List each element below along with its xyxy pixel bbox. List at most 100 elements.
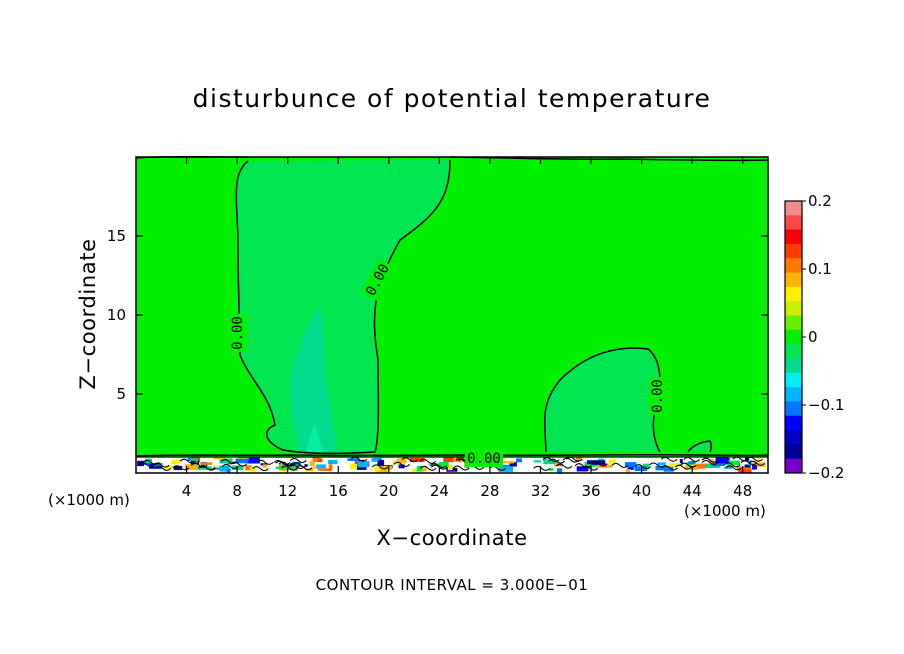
surface-contour [555,463,573,469]
surface-contour [278,461,296,467]
x-tick-label: 16 [329,482,348,500]
surface-blob [443,457,454,463]
colorbar-swatch [785,243,802,259]
surface-contour [401,457,419,463]
contour-label-box [649,377,667,415]
surface-blob [219,465,230,472]
surface-blob [304,464,308,467]
colorbar-swatch [785,387,802,402]
surface-blob [657,462,666,466]
surface-blob [357,461,369,468]
surface-contour [289,458,307,463]
surface-blob [516,458,522,463]
surface-blob [557,468,563,473]
surface-blob [374,466,380,472]
negative-region-core [290,307,338,452]
colorbar-tick-label: −0.2 [808,464,844,482]
colorbar-tick-label: 0.1 [808,260,832,278]
surface-contour [674,464,692,470]
surface-contour [152,462,170,468]
contour-label: 0.00 [230,316,246,350]
surface-blob [226,468,231,473]
surface-blob [154,463,163,468]
x-tick-label: 28 [480,482,499,500]
surface-blob [164,466,174,470]
x-tick-label: 8 [232,482,242,500]
contour-labels: 0.00 0.00 0.00 0.00 [229,258,667,467]
surface-blob [398,464,405,469]
surface-blob [317,468,330,471]
surface-blob [376,467,388,473]
colorbar-swatch [785,215,802,231]
contour-line-small [687,440,712,453]
surface-blob [356,464,367,470]
colorbar-swatch [785,372,802,388]
surface-blob [576,466,589,472]
surface-blob [625,462,637,468]
surface-blob [757,457,761,461]
x-unit-label-left: (×1000 m) [48,491,130,509]
surface-contour [660,456,678,462]
surface-blob [608,464,613,468]
surface-contour [220,459,238,465]
surface-blob [213,457,226,460]
surface-blob [285,465,296,470]
surface-blob [687,462,697,467]
surface-blob [328,459,338,465]
colorbar-swatch [785,358,802,374]
surface-contour [701,460,719,465]
surface-blob [543,459,556,465]
surface-blob [245,457,260,464]
surface-contour [281,465,298,471]
colorbar-swatch [785,258,802,274]
contour-interval-note: CONTOUR INTERVAL = 3.000E−01 [315,576,589,594]
surface-blob [553,460,559,467]
y-axis-label: Z−coordinate [76,238,100,390]
surface-blob [556,463,563,467]
contour-label-box [361,258,395,302]
surface-blob [503,461,514,464]
surface-blob [668,463,682,467]
negative-region-plume [306,425,324,452]
colorbar-swatch [785,415,802,431]
colorbar-swatch [785,272,802,288]
x-tick-label: 20 [379,482,398,500]
surface-blob [724,466,733,469]
surface-contour [252,466,269,472]
surface-contour [256,459,274,465]
x-unit-label-right: (×1000 m) [684,502,766,520]
surface-contour [138,462,156,468]
surface-contour [291,462,309,468]
surface-blob [200,462,213,465]
colorbar-tick-label: 0.2 [808,192,832,210]
surface-noise-layer [136,456,768,473]
surface-blob [316,464,326,469]
surface-contour [590,461,608,467]
x-tick-label: 32 [531,482,550,500]
surface-blob [738,468,752,473]
chart-title: disturbunce of potential temperature [192,84,712,113]
surface-blob [663,466,674,472]
surface-blob [295,464,301,467]
surface-blob [219,458,233,464]
colorbar-swatch [785,286,802,302]
surface-contour [371,464,389,470]
surface-blob [371,458,379,462]
surface-blob [608,459,616,465]
surface-blob [575,457,582,460]
surface-blob [260,463,268,466]
surface-blob [679,459,683,465]
x-tick-label: 44 [683,482,702,500]
surface-blob [715,457,729,464]
surface-contour [723,462,741,468]
surface-contour [562,457,580,463]
surface-contour [611,462,629,468]
negative-region-left [236,160,450,454]
contour-label-box [465,451,503,467]
surface-blob [736,466,751,470]
surface-contour [634,464,651,470]
surface-blob [688,461,695,465]
surface-contour [154,465,172,471]
surface-contour [179,458,197,464]
